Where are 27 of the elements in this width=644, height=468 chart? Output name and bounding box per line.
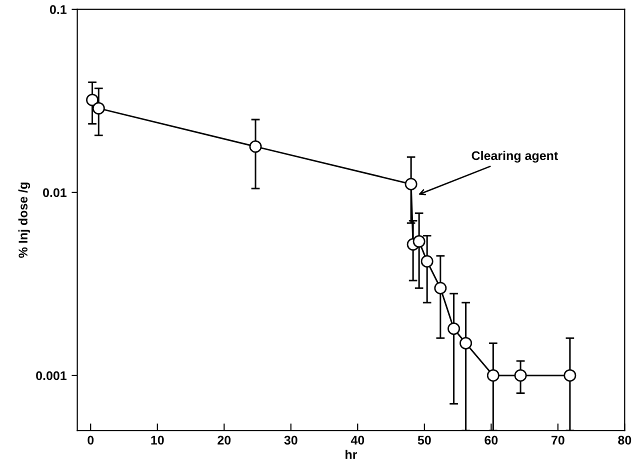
x-tick-label: 80 <box>618 436 632 445</box>
point <box>448 322 460 335</box>
y-tick-label: 0.001 <box>36 371 67 380</box>
point <box>249 140 262 153</box>
x-tick-label: 10 <box>151 436 164 445</box>
x-tick-label: 20 <box>218 436 231 445</box>
x-tick-label: 50 <box>418 436 431 445</box>
y-axis-title: % Inj dose /g <box>18 182 30 258</box>
point <box>404 178 418 190</box>
x-tick-label: 0 <box>88 436 94 445</box>
x-axis-title: hr <box>346 450 358 459</box>
x-tick-label: 40 <box>350 436 364 445</box>
point <box>434 282 447 294</box>
point <box>460 336 472 350</box>
point <box>564 369 576 382</box>
y-tick-label: 0.1 <box>50 5 67 14</box>
point <box>92 102 105 115</box>
point <box>486 369 500 382</box>
annotation: Clearing agent <box>472 150 558 163</box>
point <box>86 94 99 106</box>
y-tick-label: 0.01 <box>43 188 67 198</box>
x-tick-label: 60 <box>484 436 498 445</box>
x-tick-label: 30 <box>284 436 298 445</box>
point <box>420 255 434 268</box>
point <box>412 235 426 248</box>
x-tick-label: 70 <box>552 436 564 445</box>
point <box>514 369 527 382</box>
